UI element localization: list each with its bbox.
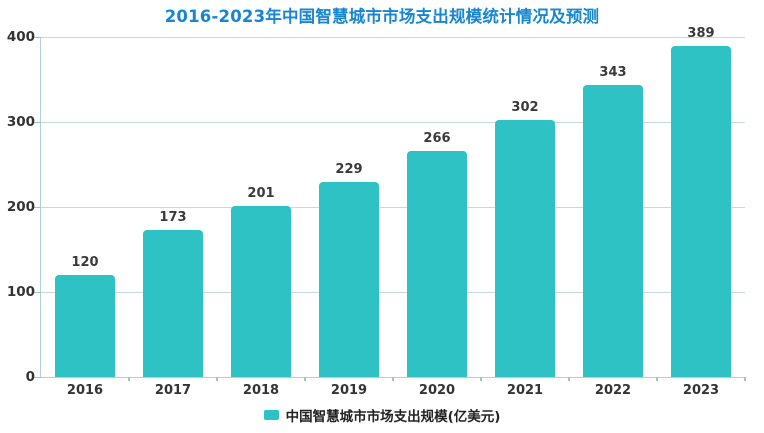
- y-axis-tick: [34, 291, 41, 293]
- bar-2020: [407, 150, 467, 377]
- y-axis-label-300: 300: [6, 114, 35, 130]
- x-axis-tick: [128, 377, 130, 381]
- legend-swatch-icon: [263, 410, 279, 420]
- legend: 中国智慧城市市场支出规模(亿美元): [0, 404, 764, 426]
- value-label-2022: 343: [599, 65, 627, 81]
- category-band-2021: 302 2021: [481, 37, 570, 398]
- gridline-200: [41, 207, 745, 208]
- y-axis-label-0: 0: [25, 369, 35, 385]
- bar-2022: [583, 85, 643, 377]
- x-axis-label-2020: 2020: [418, 383, 456, 398]
- plot-area: 0 100 200 300 400 120 2016 173 2017 201 2018 229 201…: [7, 26, 746, 398]
- bar-2019: [319, 182, 379, 377]
- y-axis-tick: [34, 36, 41, 38]
- gridline-400: [41, 37, 745, 38]
- y-axis-tick: [34, 376, 41, 378]
- chart-title: 2016-2023年中国智慧城市市场支出规模统计情况及预测: [164, 7, 600, 26]
- y-axis-tick: [34, 206, 41, 208]
- category-band-2022: 343 2022: [569, 37, 658, 398]
- x-axis-label-2018: 2018: [242, 383, 280, 398]
- x-axis-tick: [480, 377, 482, 381]
- y-axis-label-200: 200: [6, 199, 35, 215]
- x-axis-label-2023: 2023: [682, 383, 720, 398]
- legend-label: 中国智慧城市市场支出规模(亿美元): [285, 409, 501, 425]
- x-axis-label-2022: 2022: [594, 383, 632, 398]
- gridline-300: [41, 122, 745, 123]
- bar-2021: [495, 120, 555, 377]
- value-label-2021: 302: [511, 100, 539, 116]
- x-axis-tick: [216, 377, 218, 381]
- value-label-2017: 173: [159, 209, 187, 225]
- x-axis-tick: [304, 377, 306, 381]
- bar-2016: [55, 275, 115, 377]
- y-axis-label-100: 100: [6, 284, 35, 300]
- value-label-2018: 201: [247, 186, 275, 202]
- category-band-2019: 229 2019: [305, 37, 394, 398]
- category-band-2018: 201 2018: [217, 37, 306, 398]
- category-band-2020: 266 2020: [393, 37, 482, 398]
- x-axis-tick: [656, 377, 658, 381]
- x-axis-label-2017: 2017: [154, 383, 192, 398]
- value-label-2023: 389: [687, 26, 715, 42]
- value-label-2016: 120: [71, 255, 99, 270]
- category-band-2016: 120 2016: [41, 37, 130, 398]
- category-band-2017: 173 2017: [129, 37, 218, 398]
- bar-2023: [671, 46, 731, 377]
- y-axis-tick: [34, 121, 41, 123]
- value-label-2019: 229: [335, 162, 363, 178]
- x-axis-label-2019: 2019: [330, 383, 368, 398]
- bar-2018: [231, 206, 291, 377]
- x-axis-label-2021: 2021: [506, 383, 544, 398]
- gridline-100: [41, 292, 745, 293]
- x-axis-label-2016: 2016: [66, 383, 104, 398]
- x-axis-tick: [568, 377, 570, 381]
- category-band-2023: 389 2023: [657, 26, 746, 398]
- value-label-2020: 266: [423, 130, 451, 146]
- bar-2017: [143, 229, 203, 377]
- x-axis-tick: [744, 377, 746, 381]
- x-axis-tick: [392, 377, 394, 381]
- y-axis-label-400: 400: [6, 29, 35, 45]
